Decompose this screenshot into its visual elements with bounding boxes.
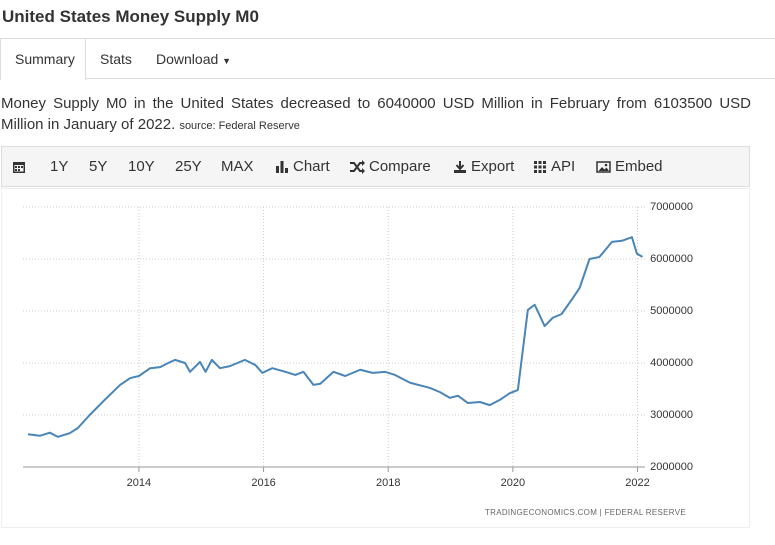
export-button[interactable]: Export bbox=[453, 147, 514, 186]
calendar-button[interactable] bbox=[12, 147, 26, 186]
source: source: Federal Reserve bbox=[179, 120, 300, 132]
embed-icon bbox=[596, 160, 611, 173]
api-button[interactable]: API bbox=[533, 147, 575, 186]
embed-button[interactable]: Embed bbox=[596, 147, 663, 186]
x-tick-label: 2016 bbox=[251, 477, 275, 489]
tab-label: Download bbox=[156, 51, 219, 67]
y-tick-label: 7000000 bbox=[650, 201, 693, 213]
y-tick-label: 3000000 bbox=[650, 409, 693, 421]
compare-icon bbox=[350, 159, 365, 174]
chart: TRADINGECONOMICS.COM | FEDERAL RESERVE 2… bbox=[23, 201, 693, 517]
toolbar: 1Y 5Y 10Y 25Y MAX Chart Compare Export A… bbox=[1, 146, 750, 187]
data-line bbox=[27, 236, 644, 438]
y-tick-label: 4000000 bbox=[650, 357, 693, 369]
button-label: Export bbox=[471, 158, 515, 175]
tab[interactable]: Download ▼ bbox=[142, 39, 245, 79]
chart-icon bbox=[276, 160, 288, 173]
range-button[interactable]: 10Y bbox=[128, 158, 155, 175]
page-title: United States Money Supply M0 bbox=[2, 7, 259, 26]
tab[interactable]: Summary bbox=[0, 39, 86, 80]
description-text: Money Supply M0 in the United States dec… bbox=[1, 95, 751, 133]
x-tick-label: 2020 bbox=[501, 477, 525, 489]
api-icon bbox=[534, 160, 546, 173]
button-label: Compare bbox=[369, 158, 431, 175]
button-label: Chart bbox=[293, 158, 330, 175]
caret: ▼ bbox=[222, 56, 232, 66]
y-tick-label: 2000000 bbox=[650, 461, 693, 473]
compare-button[interactable]: Compare bbox=[349, 147, 431, 186]
range-button[interactable]: 25Y bbox=[175, 158, 202, 175]
calendar-icon bbox=[13, 161, 25, 173]
description: Money Supply M0 in the United States dec… bbox=[1, 93, 751, 137]
button-label: API bbox=[551, 158, 576, 175]
export-icon bbox=[454, 160, 466, 173]
x-tick-label: 2018 bbox=[376, 477, 400, 489]
tab[interactable]: Stats bbox=[100, 51, 132, 67]
range-button[interactable]: 5Y bbox=[89, 158, 108, 175]
credit: TRADINGECONOMICS.COM | FEDERAL RESERVE bbox=[485, 508, 686, 517]
chart-button[interactable]: Chart bbox=[275, 147, 330, 186]
x-tick-label: 2014 bbox=[127, 477, 151, 489]
button-label: Embed bbox=[615, 158, 663, 175]
x-tick-label: 2022 bbox=[625, 477, 649, 489]
tab-bar: Summary Stats Download ▼ bbox=[0, 38, 775, 80]
chart-panel bbox=[1, 188, 750, 528]
y-tick-label: 6000000 bbox=[650, 253, 693, 265]
range-button[interactable]: 1Y bbox=[50, 158, 69, 175]
y-tick-label: 5000000 bbox=[650, 305, 693, 317]
range-button[interactable]: MAX bbox=[221, 158, 254, 175]
